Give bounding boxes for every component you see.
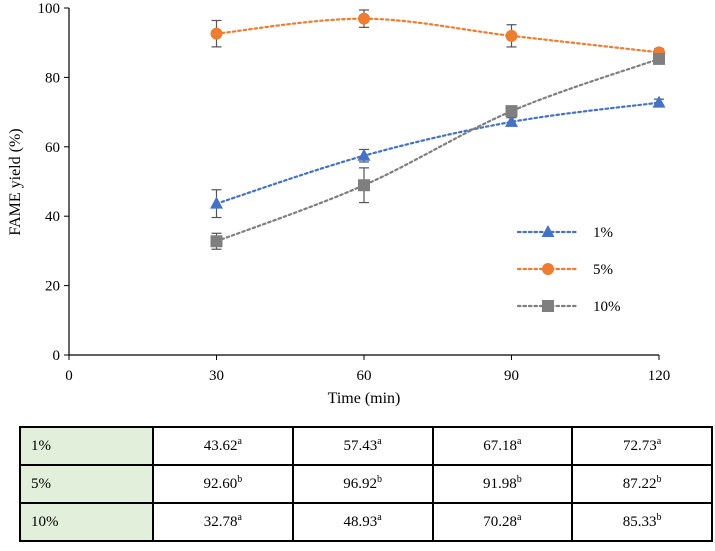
- cell-significance-letter: a: [237, 511, 242, 523]
- table-cell: 72.73a: [571, 426, 713, 466]
- legend-swatch-marker: [541, 225, 555, 237]
- table-row: 10% 32.78a 48.93a 70.28a 85.33b: [19, 502, 713, 542]
- legend-entry-0: 1%: [516, 225, 613, 241]
- table-cell: 96.92b: [291, 464, 434, 504]
- yield-table: 1% 43.62a 57.43a 67.18a 72.73a 5% 92.60b 96.92b…: [19, 426, 713, 542]
- cell-significance-letter: a: [517, 511, 522, 523]
- table-cell: 48.93a: [291, 502, 434, 542]
- cell-value: 87.22: [622, 475, 657, 492]
- data-point: [653, 52, 665, 65]
- legend-swatch-marker: [542, 263, 554, 275]
- y-axis-title: FAME yield (%): [7, 128, 24, 235]
- cell-value: 57.43: [343, 437, 378, 454]
- data-point: [505, 114, 518, 127]
- data-point: [358, 179, 370, 192]
- table-row: 1% 43.62a 57.43a 67.18a 72.73a: [19, 426, 713, 466]
- table-cell: 43.62a: [152, 426, 294, 466]
- table-cell: 87.22b: [571, 464, 713, 504]
- cell-significance-letter: b: [656, 511, 662, 523]
- cell-value: 70.28: [483, 513, 518, 530]
- cell-significance-letter: a: [377, 435, 382, 447]
- table-row-label: 10%: [19, 502, 154, 542]
- legend-entry-2: 10%: [516, 299, 621, 315]
- table-row-label: 5%: [19, 464, 154, 504]
- data-point: [505, 105, 518, 118]
- table-row: 5% 92.60b 96.92b 91.98b 87.22b: [19, 464, 713, 504]
- y-tick-label: 80: [45, 70, 60, 86]
- legend-label: 10%: [593, 299, 621, 315]
- cell-significance-letter: a: [237, 435, 242, 447]
- series-line-0: [215, 101, 661, 205]
- cell-significance-letter: b: [377, 473, 382, 485]
- cell-value: 92.60: [203, 475, 238, 492]
- table-cell: 67.18a: [431, 426, 574, 466]
- table-cell: 57.43a: [291, 426, 434, 466]
- cell-significance-letter: b: [516, 473, 522, 485]
- series-line-1: [215, 17, 661, 54]
- cell-significance-letter: a: [377, 511, 382, 523]
- x-tick-label: 0: [65, 368, 73, 384]
- cell-value: 85.33: [622, 513, 657, 530]
- x-tick-label: 30: [209, 368, 224, 384]
- y-tick-label: 100: [38, 1, 61, 17]
- table-cell: 70.28a: [431, 502, 574, 542]
- legend-entry-1: 5%: [516, 262, 613, 278]
- y-tick-label: 40: [45, 209, 60, 225]
- x-axis-title: Time (min): [328, 390, 401, 407]
- cell-significance-letter: b: [237, 473, 243, 485]
- table-cell: 32.78a: [152, 502, 294, 542]
- x-tick-label: 120: [648, 368, 671, 384]
- cell-value: 96.92: [343, 475, 377, 492]
- fame-yield-chart: FAME yield (%) Time (min) 0 20 40 60 80 100 0 3…: [7, 1, 671, 407]
- cell-value: 32.78: [203, 513, 238, 530]
- table-cell: 91.98b: [431, 464, 574, 504]
- legend: 1% 5% 10%: [516, 225, 621, 315]
- cell-value: 48.93: [343, 513, 378, 530]
- table-cell: 92.60b: [152, 464, 294, 504]
- table-cell: 85.33b: [571, 502, 713, 542]
- x-tick-label: 60: [357, 368, 372, 384]
- cell-significance-letter: b: [656, 473, 662, 485]
- series-line-2: [215, 57, 661, 243]
- y-tick-label: 20: [45, 279, 60, 295]
- y-tick-label: 60: [45, 140, 60, 156]
- cell-significance-letter: a: [517, 435, 522, 447]
- data-point: [505, 29, 518, 42]
- legend-label: 5%: [593, 262, 613, 278]
- legend-label: 1%: [593, 225, 613, 241]
- table-row-label: 1%: [19, 426, 154, 466]
- cell-value: 43.62: [203, 437, 238, 454]
- series-markers: [210, 12, 666, 248]
- data-point: [210, 235, 223, 248]
- legend-swatch-marker: [542, 300, 554, 312]
- cell-value: 67.18: [483, 437, 518, 454]
- cell-value: 91.98: [483, 475, 517, 492]
- axes: 0 20 40 60 80 100 0 30 60 90 120: [38, 1, 671, 384]
- data-point: [358, 12, 370, 25]
- cell-significance-letter: a: [656, 435, 662, 447]
- data-point: [210, 196, 223, 209]
- data-point: [652, 95, 666, 108]
- x-tick-label: 90: [504, 368, 519, 384]
- y-tick-label: 0: [53, 348, 61, 364]
- series-lines: [215, 17, 661, 243]
- data-point: [357, 148, 371, 161]
- cell-value: 72.73: [623, 437, 657, 454]
- data-point: [210, 27, 223, 40]
